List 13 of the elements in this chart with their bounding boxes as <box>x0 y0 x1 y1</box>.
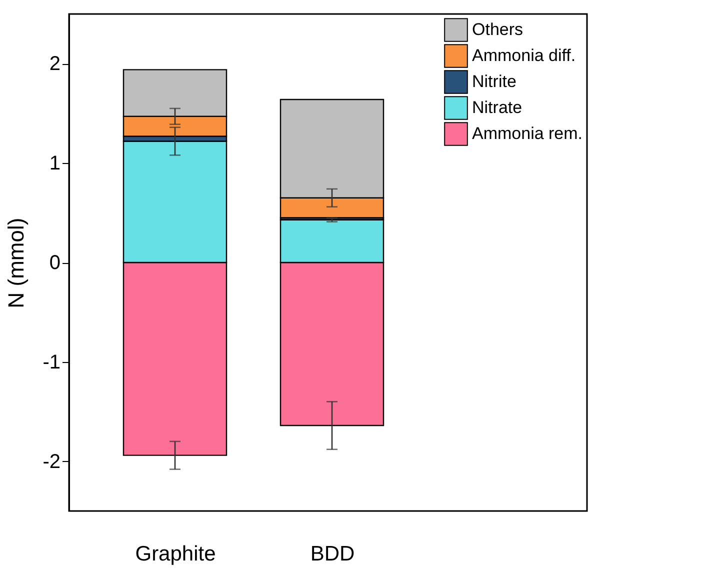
y-tick-label: -2 <box>42 450 60 473</box>
y-tick-label: 1 <box>49 152 60 175</box>
y-tick-label: 2 <box>49 53 60 76</box>
legend-label: Others <box>472 20 524 39</box>
legend-label: Nitrite <box>472 72 516 91</box>
legend-label: Ammonia rem. <box>472 124 583 143</box>
y-tick-label: -1 <box>42 351 60 374</box>
legend-label: Nitrate <box>472 98 522 117</box>
legend-label: Ammonia diff. <box>472 46 576 65</box>
y-axis-title: N (mmol) <box>4 218 29 308</box>
x-tick-label: Graphite <box>135 542 216 566</box>
x-tick-label: BDD <box>310 542 355 566</box>
y-tick-label: 0 <box>49 252 60 274</box>
